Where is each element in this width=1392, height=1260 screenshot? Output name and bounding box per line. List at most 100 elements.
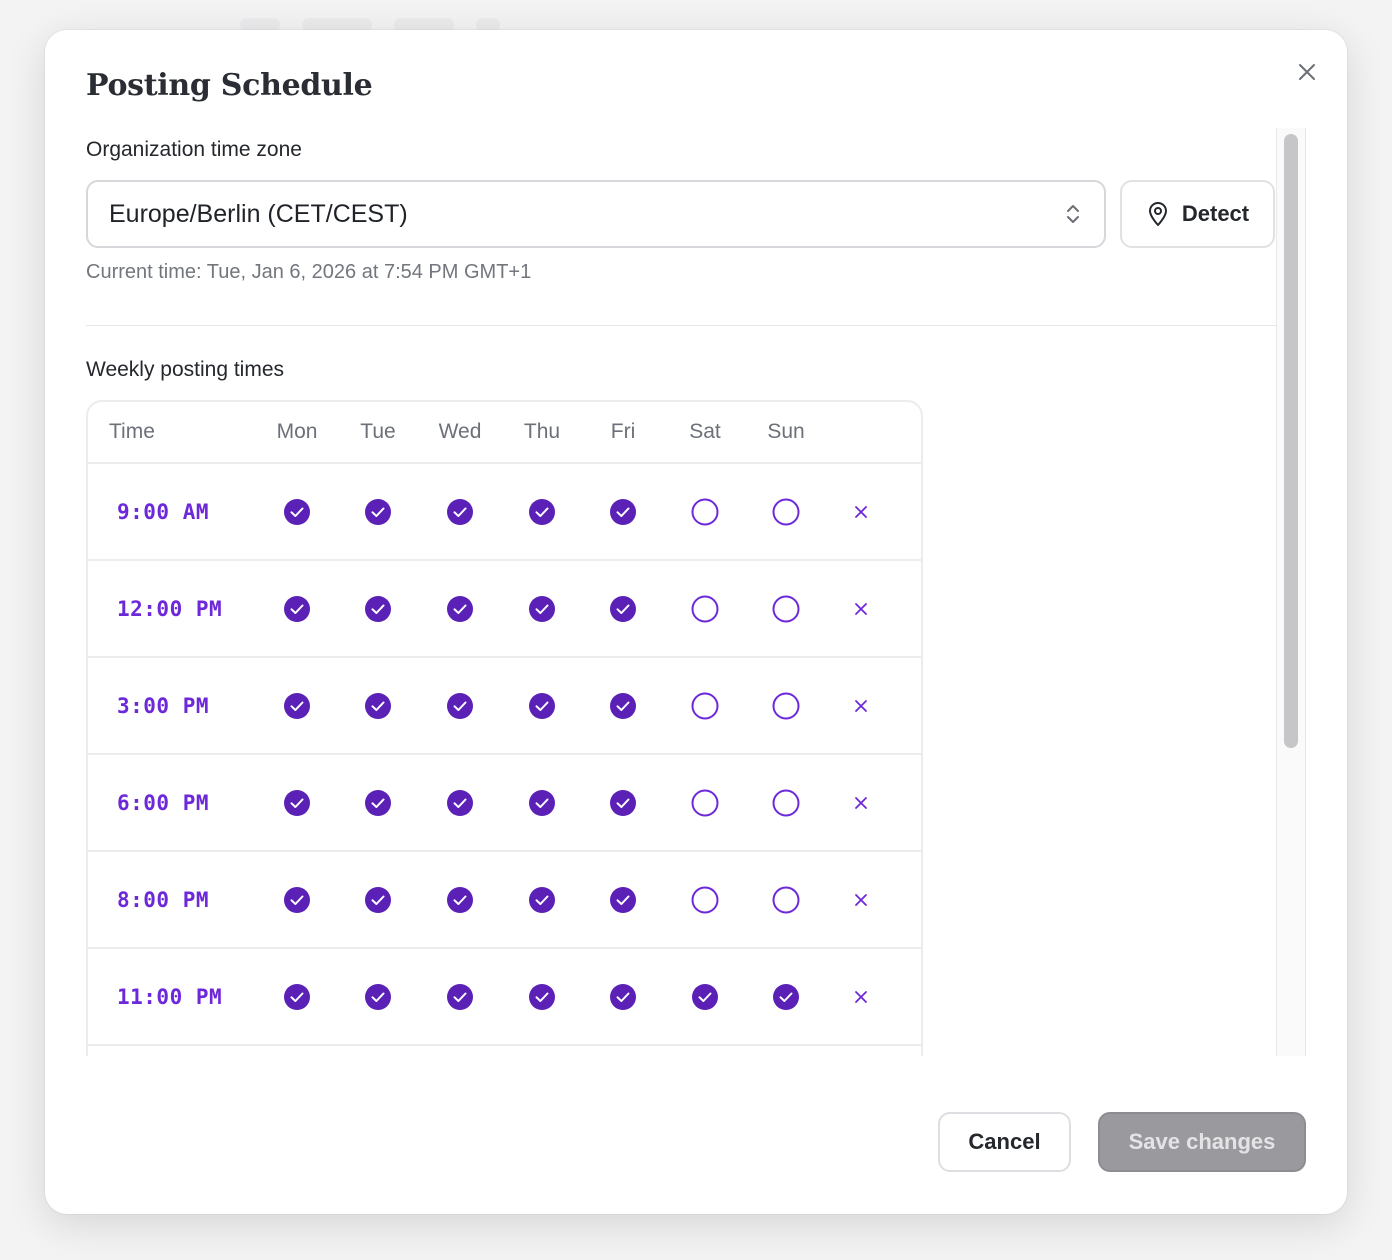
day-toggle-sun[interactable] bbox=[772, 886, 800, 914]
check-circle-icon bbox=[610, 983, 636, 1010]
day-toggle-sat[interactable] bbox=[691, 789, 719, 817]
day-toggle-tue[interactable] bbox=[364, 498, 392, 526]
day-toggle-fri[interactable] bbox=[609, 692, 637, 720]
day-toggle-wed[interactable] bbox=[446, 692, 474, 720]
day-toggle-mon[interactable] bbox=[283, 983, 311, 1011]
remove-time-button[interactable] bbox=[851, 987, 871, 1007]
day-toggle-tue[interactable] bbox=[364, 595, 392, 623]
empty-circle-icon bbox=[691, 886, 719, 913]
day-toggle-fri[interactable] bbox=[609, 983, 637, 1011]
timezone-select-value: Europe/Berlin (CET/CEST) bbox=[109, 199, 408, 228]
remove-time-button[interactable] bbox=[851, 599, 871, 619]
column-header-wed: Wed bbox=[438, 420, 482, 443]
time-label[interactable]: 8:00 PM bbox=[117, 887, 210, 912]
day-toggle-thu[interactable] bbox=[528, 886, 556, 914]
table-row: 11:00 PM bbox=[88, 949, 921, 1046]
check-circle-icon bbox=[365, 886, 391, 913]
table-row: 8:00 PM bbox=[88, 852, 921, 949]
day-toggle-sat[interactable] bbox=[691, 498, 719, 526]
check-circle-icon bbox=[284, 595, 310, 622]
check-circle-icon bbox=[447, 692, 473, 719]
day-toggle-thu[interactable] bbox=[528, 789, 556, 817]
day-toggle-fri[interactable] bbox=[609, 498, 637, 526]
scrollbar-thumb[interactable] bbox=[1284, 134, 1298, 748]
check-circle-icon bbox=[447, 498, 473, 525]
day-toggle-thu[interactable] bbox=[528, 983, 556, 1011]
x-icon bbox=[855, 893, 867, 906]
day-toggle-tue[interactable] bbox=[364, 692, 392, 720]
check-circle-icon bbox=[529, 886, 555, 913]
day-toggle-sun[interactable] bbox=[772, 789, 800, 817]
day-toggle-fri[interactable] bbox=[609, 595, 637, 623]
day-toggle-wed[interactable] bbox=[446, 983, 474, 1011]
posting-schedule-dialog: Posting Schedule Organization time zone … bbox=[45, 30, 1347, 1214]
remove-time-button[interactable] bbox=[851, 696, 871, 716]
dialog-title: Posting Schedule bbox=[86, 68, 373, 103]
day-toggle-tue[interactable] bbox=[364, 983, 392, 1011]
day-toggle-thu[interactable] bbox=[528, 595, 556, 623]
day-toggle-sun[interactable] bbox=[772, 983, 800, 1011]
scrollbar-track[interactable] bbox=[1276, 128, 1306, 1056]
day-toggle-sat[interactable] bbox=[691, 595, 719, 623]
day-toggle-sun[interactable] bbox=[772, 595, 800, 623]
day-toggle-mon[interactable] bbox=[283, 789, 311, 817]
section-divider bbox=[86, 325, 1276, 326]
time-label[interactable]: 9:00 AM bbox=[117, 499, 210, 524]
weekly-schedule-table: Time Mon Tue Wed Thu Fri Sat Sun 9:00 AM 12:00 P… bbox=[86, 400, 923, 1056]
time-label[interactable]: 6:00 PM bbox=[117, 790, 210, 815]
check-circle-icon bbox=[365, 789, 391, 816]
check-circle-icon bbox=[284, 692, 310, 719]
map-pin-icon bbox=[1148, 202, 1167, 226]
save-changes-button[interactable]: Save changes bbox=[1098, 1112, 1306, 1172]
day-toggle-sat[interactable] bbox=[691, 983, 719, 1011]
day-toggle-sun[interactable] bbox=[772, 498, 800, 526]
day-toggle-mon[interactable] bbox=[283, 886, 311, 914]
detect-timezone-button[interactable]: Detect bbox=[1120, 180, 1275, 248]
day-toggle-sun[interactable] bbox=[772, 692, 800, 720]
check-circle-icon bbox=[610, 498, 636, 525]
empty-circle-icon bbox=[691, 498, 719, 525]
close-button[interactable] bbox=[1295, 60, 1319, 84]
day-toggle-mon[interactable] bbox=[283, 498, 311, 526]
check-circle-icon bbox=[529, 692, 555, 719]
remove-time-button[interactable] bbox=[851, 793, 871, 813]
time-label[interactable]: 3:00 PM bbox=[117, 693, 210, 718]
day-toggle-mon[interactable] bbox=[283, 595, 311, 623]
time-label[interactable]: 11:00 PM bbox=[117, 984, 223, 1009]
cancel-button[interactable]: Cancel bbox=[938, 1112, 1071, 1172]
remove-time-button[interactable] bbox=[851, 890, 871, 910]
day-toggle-tue[interactable] bbox=[364, 789, 392, 817]
time-label[interactable]: 12:00 PM bbox=[117, 596, 223, 621]
timezone-select[interactable]: Europe/Berlin (CET/CEST) bbox=[86, 180, 1106, 248]
check-circle-icon bbox=[610, 692, 636, 719]
day-toggle-wed[interactable] bbox=[446, 595, 474, 623]
check-circle-icon bbox=[529, 789, 555, 816]
check-circle-icon bbox=[529, 983, 555, 1010]
column-header-sat: Sat bbox=[689, 420, 721, 443]
day-toggle-wed[interactable] bbox=[446, 789, 474, 817]
day-toggle-tue[interactable] bbox=[364, 886, 392, 914]
day-toggle-thu[interactable] bbox=[528, 498, 556, 526]
table-row-partial bbox=[88, 1046, 921, 1056]
table-row: 9:00 AM bbox=[88, 464, 921, 561]
day-toggle-thu[interactable] bbox=[528, 692, 556, 720]
empty-circle-icon bbox=[772, 789, 800, 816]
day-toggle-mon[interactable] bbox=[283, 692, 311, 720]
day-toggle-sat[interactable] bbox=[691, 692, 719, 720]
empty-circle-icon bbox=[691, 789, 719, 816]
day-toggle-sat[interactable] bbox=[691, 886, 719, 914]
day-toggle-wed[interactable] bbox=[446, 886, 474, 914]
x-icon bbox=[855, 990, 867, 1003]
column-header-mon: Mon bbox=[276, 420, 318, 443]
day-toggle-fri[interactable] bbox=[609, 886, 637, 914]
empty-circle-icon bbox=[772, 498, 800, 525]
column-header-thu: Thu bbox=[523, 420, 561, 443]
table-row: 12:00 PM bbox=[88, 561, 921, 658]
dialog-scroll-area[interactable]: Organization time zone Europe/Berlin (CE… bbox=[45, 128, 1307, 1056]
remove-time-button[interactable] bbox=[851, 502, 871, 522]
empty-circle-icon bbox=[772, 595, 800, 622]
detect-button-label: Detect bbox=[1181, 201, 1250, 226]
day-toggle-wed[interactable] bbox=[446, 498, 474, 526]
day-toggle-fri[interactable] bbox=[609, 789, 637, 817]
check-circle-icon bbox=[284, 983, 310, 1010]
